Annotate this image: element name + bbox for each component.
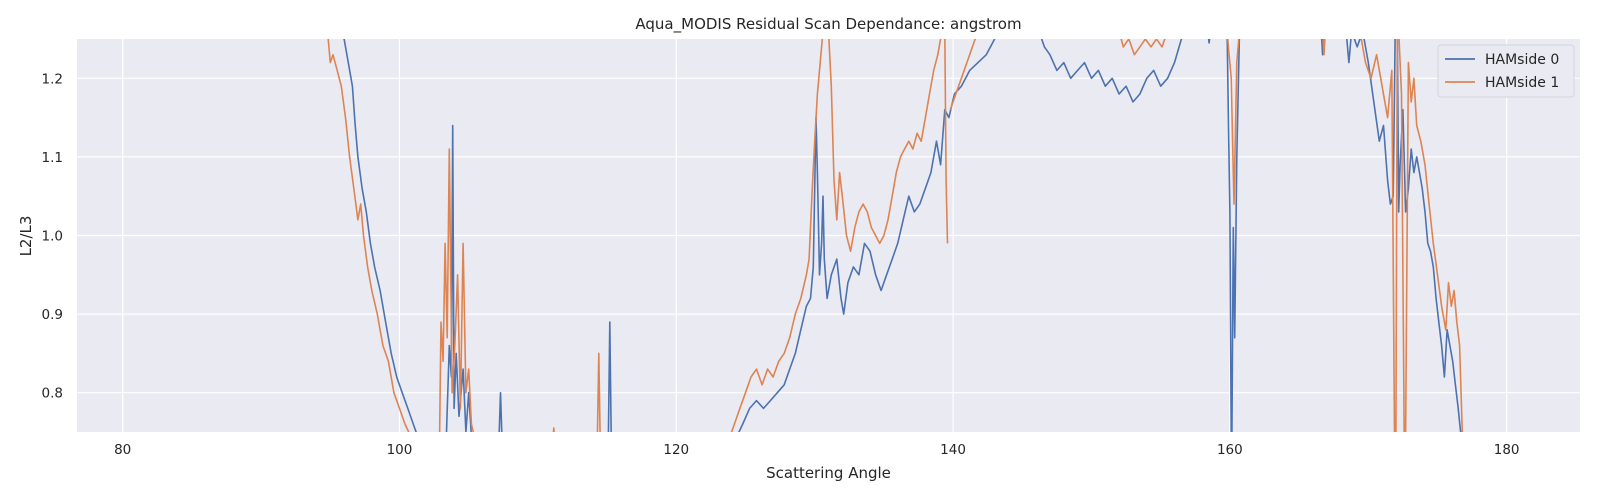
legend-box [1437,44,1575,98]
x-tick-label: 160 [1217,442,1243,458]
series-layer [327,39,1464,432]
chart-title: Aqua_MODIS Residual Scan Dependance: ang… [635,15,1021,34]
x-tick-label: 80 [114,442,131,458]
grid-lines [77,39,1580,432]
series-line-hamside-0 [343,39,1462,432]
y-tick-label: 1.0 [42,229,63,245]
legend: HAMside 0 HAMside 1 [1437,44,1575,98]
x-tick-label: 140 [940,442,966,458]
tick-labels: 80 100 120 140 160 180 0.8 0.9 1.0 1.1 1.2 [42,71,1520,458]
y-tick-label: 1.1 [42,150,63,166]
legend-label-hamside-1: HAMside 1 [1485,75,1559,91]
y-tick-label: 0.9 [42,307,63,323]
y-tick-label: 1.2 [42,71,63,87]
y-tick-label: 0.8 [42,386,63,402]
x-tick-label: 120 [663,442,689,458]
legend-label-hamside-0: HAMside 0 [1485,52,1559,68]
x-tick-label: 100 [387,442,413,458]
x-axis-label: Scattering Angle [766,464,891,482]
series-line-hamside-1 [327,39,1464,432]
x-tick-label: 180 [1494,442,1520,458]
y-axis-label: L2/L3 [17,216,35,257]
